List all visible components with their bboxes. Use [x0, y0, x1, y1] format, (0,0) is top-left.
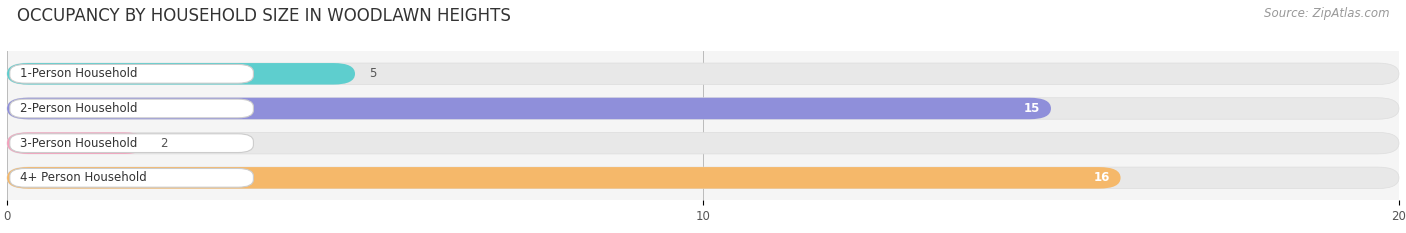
FancyBboxPatch shape [7, 167, 1399, 188]
FancyBboxPatch shape [10, 65, 253, 83]
Text: 5: 5 [368, 67, 377, 80]
FancyBboxPatch shape [10, 134, 253, 153]
Text: Source: ZipAtlas.com: Source: ZipAtlas.com [1264, 7, 1389, 20]
FancyBboxPatch shape [7, 167, 1121, 188]
Text: 1-Person Household: 1-Person Household [20, 67, 136, 80]
FancyBboxPatch shape [7, 63, 1399, 85]
Text: 3-Person Household: 3-Person Household [20, 137, 136, 150]
Text: 16: 16 [1094, 171, 1111, 184]
FancyBboxPatch shape [7, 98, 1052, 119]
Text: 4+ Person Household: 4+ Person Household [20, 171, 146, 184]
Text: OCCUPANCY BY HOUSEHOLD SIZE IN WOODLAWN HEIGHTS: OCCUPANCY BY HOUSEHOLD SIZE IN WOODLAWN … [17, 7, 510, 25]
Text: 2-Person Household: 2-Person Household [20, 102, 136, 115]
FancyBboxPatch shape [7, 132, 1399, 154]
FancyBboxPatch shape [7, 132, 146, 154]
FancyBboxPatch shape [7, 63, 354, 85]
FancyBboxPatch shape [7, 98, 1399, 119]
Text: 2: 2 [160, 137, 167, 150]
FancyBboxPatch shape [10, 99, 253, 118]
Text: 15: 15 [1024, 102, 1040, 115]
FancyBboxPatch shape [10, 168, 253, 187]
